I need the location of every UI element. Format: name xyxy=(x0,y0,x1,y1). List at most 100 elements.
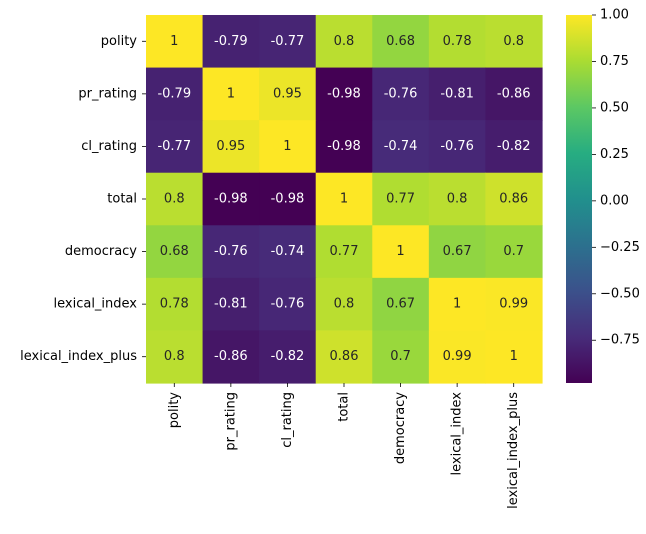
heatmap-cell-total-lexical_index_plus xyxy=(485,172,543,226)
cell-label-lexical_index_plus-democracy: 0.7 xyxy=(390,349,411,364)
cell-label-total-total: 1 xyxy=(340,192,348,207)
cell-label-democracy-total: 0.77 xyxy=(330,244,359,259)
y-tick-label-lexical_index_plus: lexical_index_plus xyxy=(20,349,137,364)
heatmap-cell-polity-total xyxy=(315,15,373,69)
colorbar-tick-label: 0.50 xyxy=(600,100,629,115)
y-tick-label-democracy: democracy xyxy=(65,244,137,259)
cell-label-total-democracy: 0.77 xyxy=(386,192,415,207)
colorbar-tick-label: 1.00 xyxy=(600,8,629,23)
heatmap-cell-total-cl_rating xyxy=(259,172,317,226)
cell-label-total-cl_rating: -0.98 xyxy=(271,192,305,207)
cell-label-lexical_index-polity: 0.78 xyxy=(160,297,189,312)
colorbar-tick-label: 0.75 xyxy=(600,54,629,69)
y-tick-label-pr_rating: pr_rating xyxy=(78,86,137,101)
cell-label-lexical_index_plus-polity: 0.8 xyxy=(164,349,185,364)
heatmap-cell-total-lexical_index xyxy=(428,172,487,226)
cell-label-cl_rating-lexical_index: -0.76 xyxy=(440,139,474,154)
cell-label-polity-lexical_index: 0.78 xyxy=(443,34,472,49)
cell-label-total-lexical_index_plus: 0.86 xyxy=(499,192,528,207)
heatmap-cell-cl_rating-polity xyxy=(146,120,204,174)
cell-label-lexical_index_plus-lexical_index: 0.99 xyxy=(443,349,472,364)
cell-label-lexical_index-pr_rating: -0.81 xyxy=(214,297,248,312)
heatmap-cell-cl_rating-total xyxy=(315,120,373,174)
cell-label-cl_rating-lexical_index_plus: -0.82 xyxy=(497,139,531,154)
cell-label-polity-democracy: 0.68 xyxy=(386,34,415,49)
cell-label-cl_rating-cl_rating: 1 xyxy=(283,139,291,154)
cell-label-cl_rating-democracy: -0.74 xyxy=(384,139,418,154)
cell-label-cl_rating-total: -0.98 xyxy=(327,139,361,154)
heatmap-cell-lexical_index-lexical_index xyxy=(428,277,487,332)
heatmap-cell-pr_rating-lexical_index_plus xyxy=(485,67,543,121)
heatmap-cell-democracy-cl_rating xyxy=(259,225,317,279)
cell-label-democracy-lexical_index_plus: 0.7 xyxy=(503,244,524,259)
heatmap-cell-polity-cl_rating xyxy=(259,15,317,69)
y-tick-label-lexical_index: lexical_index xyxy=(54,297,138,312)
heatmap-cell-lexical_index-total xyxy=(315,277,373,332)
heatmap-cell-democracy-lexical_index_plus xyxy=(485,225,543,279)
heatmap-cell-total-polity xyxy=(146,172,204,226)
heatmap-cell-cl_rating-democracy xyxy=(372,120,430,174)
cell-label-cl_rating-polity: -0.77 xyxy=(157,139,191,154)
cell-label-lexical_index-cl_rating: -0.76 xyxy=(271,297,305,312)
y-tick-label-cl_rating: cl_rating xyxy=(81,139,137,154)
heatmap-cell-cl_rating-lexical_index xyxy=(428,120,487,174)
y-tick-label-total: total xyxy=(107,191,137,206)
cell-label-total-polity: 0.8 xyxy=(164,192,185,207)
cell-label-lexical_index-lexical_index: 1 xyxy=(453,297,461,312)
cell-label-polity-pr_rating: -0.79 xyxy=(214,34,248,49)
colorbar-tick-label: 0.00 xyxy=(600,193,629,208)
cell-label-pr_rating-lexical_index_plus: -0.86 xyxy=(497,86,531,101)
heatmap-cell-democracy-pr_rating xyxy=(202,225,260,279)
colorbar-tick-label: 0.25 xyxy=(600,147,629,162)
y-tick-label-polity: polity xyxy=(101,34,138,49)
heatmap-cell-pr_rating-total xyxy=(315,67,373,121)
cell-label-polity-lexical_index_plus: 0.8 xyxy=(503,34,524,49)
colorbar-tick-label: −0.50 xyxy=(600,286,640,301)
heatmap-cell-total-total xyxy=(315,172,373,226)
heatmap-cell-lexical_index-pr_rating xyxy=(202,277,260,332)
heatmap-cell-polity-democracy xyxy=(372,15,430,69)
x-tick-label-pr_rating: pr_rating xyxy=(223,392,238,451)
heatmap-cell-cl_rating-pr_rating xyxy=(202,120,260,174)
heatmap-cell-lexical_index_plus-pr_rating xyxy=(202,330,260,384)
heatmap-cell-lexical_index_plus-democracy xyxy=(372,330,430,384)
heatmap-cell-polity-lexical_index xyxy=(428,15,487,69)
colorbar-tick-label: −0.25 xyxy=(600,240,640,255)
cell-label-lexical_index_plus-total: 0.86 xyxy=(330,349,359,364)
cell-label-lexical_index-lexical_index_plus: 0.99 xyxy=(499,297,528,312)
x-tick-label-polity: polity xyxy=(167,392,182,429)
heatmap-cell-cl_rating-cl_rating xyxy=(259,120,317,174)
cell-label-democracy-polity: 0.68 xyxy=(160,244,189,259)
cell-label-democracy-pr_rating: -0.76 xyxy=(214,244,248,259)
heatmap-cell-polity-polity xyxy=(146,15,204,69)
cell-label-pr_rating-polity: -0.79 xyxy=(157,86,191,101)
heatmap-cell-polity-lexical_index_plus xyxy=(485,15,543,69)
cell-label-polity-cl_rating: -0.77 xyxy=(271,34,305,49)
cell-label-polity-total: 0.8 xyxy=(334,34,355,49)
colorbar-tick-label: −0.75 xyxy=(600,333,640,348)
heatmap-cell-democracy-total xyxy=(315,225,373,279)
cell-label-total-pr_rating: -0.98 xyxy=(214,192,248,207)
cell-label-lexical_index_plus-lexical_index_plus: 1 xyxy=(510,349,518,364)
heatmap-cell-cl_rating-lexical_index_plus xyxy=(485,120,543,174)
heatmap-cell-lexical_index_plus-lexical_index_plus xyxy=(485,330,543,384)
heatmap-cell-lexical_index-democracy xyxy=(372,277,430,332)
heatmap-cell-lexical_index_plus-lexical_index xyxy=(428,330,487,384)
heatmap-cell-democracy-democracy xyxy=(372,225,430,279)
heatmap-cell-democracy-lexical_index xyxy=(428,225,487,279)
heatmap-cell-pr_rating-lexical_index xyxy=(428,67,487,121)
cell-label-pr_rating-total: -0.98 xyxy=(327,86,361,101)
heatmap-cell-pr_rating-cl_rating xyxy=(259,67,317,121)
cell-label-lexical_index-democracy: 0.67 xyxy=(386,297,415,312)
x-tick-label-lexical_index: lexical_index xyxy=(450,392,465,476)
heatmap-cell-lexical_index_plus-cl_rating xyxy=(259,330,317,384)
heatmap-cell-lexical_index_plus-total xyxy=(315,330,373,384)
cell-label-lexical_index-total: 0.8 xyxy=(334,297,355,312)
x-tick-labels: polity pr_rating cl_rating total democracy le… xyxy=(167,382,521,509)
cell-label-pr_rating-pr_rating: 1 xyxy=(227,86,235,101)
x-tick-label-total: total xyxy=(337,392,352,422)
heatmap-cell-pr_rating-democracy xyxy=(372,67,430,121)
